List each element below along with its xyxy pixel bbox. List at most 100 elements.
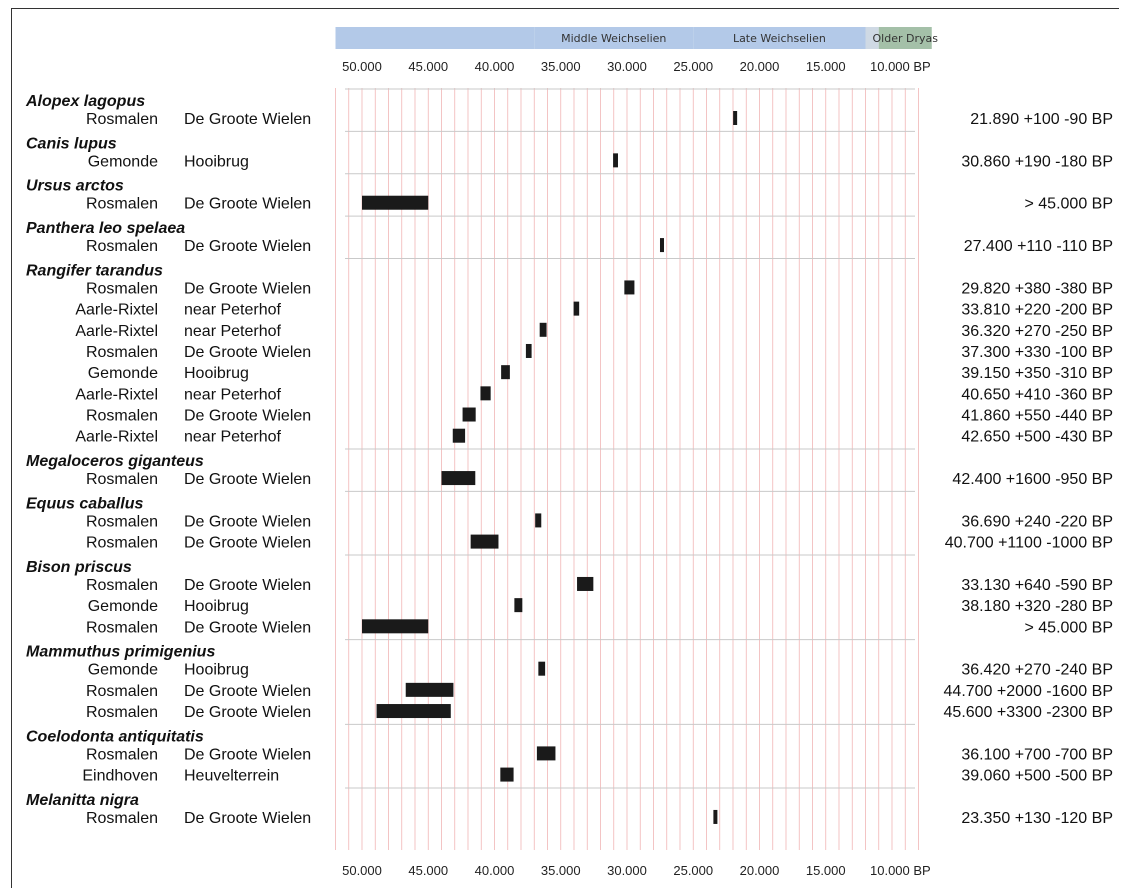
date-range-bar bbox=[405, 682, 454, 697]
x-axis-ticks: 50.000 50.000 45.000 45.000 40.000 40.000 35.0… bbox=[342, 59, 931, 878]
sample-site: Rosmalen bbox=[86, 704, 158, 721]
species-name: Melanitta nigra bbox=[26, 792, 139, 809]
x-tick-label: 20.000 bbox=[740, 863, 780, 878]
date-range-bar bbox=[500, 767, 514, 782]
sample-site: Rosmalen bbox=[86, 577, 158, 594]
x-tick-label: 30.000 bbox=[607, 59, 647, 74]
sample-locality: De Groote Wielen bbox=[184, 238, 311, 255]
date-range-bar bbox=[613, 153, 618, 168]
date-range-bar bbox=[525, 343, 532, 358]
date-label: 42.400 +1600 -950 BP bbox=[952, 471, 1113, 488]
species-name: Coelodonta antiquitatis bbox=[26, 728, 204, 745]
date-range-bar bbox=[539, 322, 547, 337]
sample-site: Rosmalen bbox=[86, 746, 158, 763]
sample-site: Aarle-Rixtel bbox=[75, 429, 158, 446]
sample-locality: De Groote Wielen bbox=[184, 683, 311, 700]
sample-locality: near Peterhof bbox=[184, 429, 282, 446]
x-tick-label: 35.000 bbox=[541, 59, 581, 74]
sample-locality: De Groote Wielen bbox=[184, 111, 311, 128]
x-tick-label: 25.000 bbox=[673, 863, 713, 878]
x-tick-label: 35.000 bbox=[541, 863, 581, 878]
date-label: > 45.000 BP bbox=[1024, 619, 1113, 636]
date-label: 45.600 +3300 -2300 BP bbox=[944, 704, 1113, 721]
species-name: Canis lupus bbox=[26, 135, 117, 152]
date-label: 44.700 +2000 -1600 BP bbox=[944, 683, 1113, 700]
sample-locality: near Peterhof bbox=[184, 323, 282, 340]
x-tick-label: 10.000 BP bbox=[870, 863, 931, 878]
x-tick-label: 20.000 bbox=[740, 59, 780, 74]
grid-lines bbox=[335, 88, 919, 850]
sample-site: Rosmalen bbox=[86, 344, 158, 361]
date-label: 36.420 +270 -240 BP bbox=[961, 662, 1113, 679]
sample-site: Eindhoven bbox=[82, 768, 158, 785]
sample-locality: De Groote Wielen bbox=[184, 535, 311, 552]
date-label: > 45.000 BP bbox=[1024, 196, 1113, 213]
date-range-bar bbox=[535, 513, 542, 528]
species-name: Equus caballus bbox=[26, 495, 143, 512]
x-tick-label: 50.000 bbox=[342, 863, 382, 878]
date-range-bar bbox=[480, 386, 491, 401]
date-range-bar bbox=[470, 534, 499, 549]
date-label: 30.860 +190 -180 BP bbox=[961, 153, 1113, 170]
sample-site: Rosmalen bbox=[86, 535, 158, 552]
date-label: 36.320 +270 -250 BP bbox=[961, 323, 1113, 340]
sample-site: Gemonde bbox=[88, 153, 158, 170]
date-label: 39.150 +350 -310 BP bbox=[961, 365, 1113, 382]
species-name: Ursus arctos bbox=[26, 178, 124, 195]
sample-site: Rosmalen bbox=[86, 619, 158, 636]
sample-locality: Hooibrug bbox=[184, 662, 249, 679]
chart-frame bbox=[11, 8, 1119, 888]
x-tick-label: 50.000 bbox=[342, 59, 382, 74]
date-range-bar bbox=[713, 809, 718, 824]
date-range-bar bbox=[659, 238, 664, 253]
date-range-bar bbox=[362, 619, 429, 634]
sample-locality: Heuvelterrein bbox=[184, 768, 279, 785]
period-band: Middle Weichselien Late Weichselien Older … bbox=[335, 27, 939, 49]
sample-site: Rosmalen bbox=[86, 238, 158, 255]
x-tick-label: 10.000 BP bbox=[870, 59, 931, 74]
date-range-bar bbox=[577, 576, 594, 591]
period-label: Middle Weichselien bbox=[561, 32, 666, 45]
period-segment bbox=[693, 27, 866, 49]
sample-site: Rosmalen bbox=[86, 111, 158, 128]
sample-locality: De Groote Wielen bbox=[184, 471, 311, 488]
period-label: Older Dryas bbox=[873, 32, 939, 45]
date-range-bar bbox=[441, 471, 476, 486]
sample-site: Rosmalen bbox=[86, 408, 158, 425]
species-name: Bison priscus bbox=[26, 559, 132, 576]
sample-locality: Hooibrug bbox=[184, 598, 249, 615]
x-tick-label: 15.000 bbox=[806, 59, 846, 74]
x-tick-label: 40.000 bbox=[475, 59, 515, 74]
species-name: Alopex lagopus bbox=[25, 93, 145, 110]
sample-site: Rosmalen bbox=[86, 683, 158, 700]
sample-site: Rosmalen bbox=[86, 471, 158, 488]
date-range-bar bbox=[538, 661, 546, 676]
x-tick-label: 25.000 bbox=[673, 59, 713, 74]
x-tick-label: 45.000 bbox=[408, 863, 448, 878]
sample-locality: near Peterhof bbox=[184, 302, 282, 319]
sample-site: Rosmalen bbox=[86, 196, 158, 213]
species-name: Mammuthus primigenius bbox=[26, 644, 215, 661]
sample-site: Gemonde bbox=[88, 365, 158, 382]
sample-locality: De Groote Wielen bbox=[184, 196, 311, 213]
sample-locality: near Peterhof bbox=[184, 386, 282, 403]
date-range-bar bbox=[536, 746, 556, 761]
x-tick-label: 40.000 bbox=[475, 863, 515, 878]
sample-locality: De Groote Wielen bbox=[184, 704, 311, 721]
date-range-bar bbox=[514, 598, 523, 613]
sample-locality: De Groote Wielen bbox=[184, 513, 311, 530]
date-range-bar bbox=[573, 301, 580, 316]
x-tick-label: 45.000 bbox=[408, 59, 448, 74]
date-label: 41.860 +550 -440 BP bbox=[961, 408, 1113, 425]
date-range-bar bbox=[462, 407, 476, 422]
sample-site: Rosmalen bbox=[86, 810, 158, 827]
sample-site: Rosmalen bbox=[86, 513, 158, 530]
sample-locality: De Groote Wielen bbox=[184, 810, 311, 827]
date-range-bar bbox=[376, 704, 451, 719]
species-name: Panthera leo spelaea bbox=[26, 220, 185, 237]
sample-site: Gemonde bbox=[88, 662, 158, 679]
period-segment bbox=[534, 27, 694, 49]
date-label: 38.180 +320 -280 BP bbox=[961, 598, 1113, 615]
